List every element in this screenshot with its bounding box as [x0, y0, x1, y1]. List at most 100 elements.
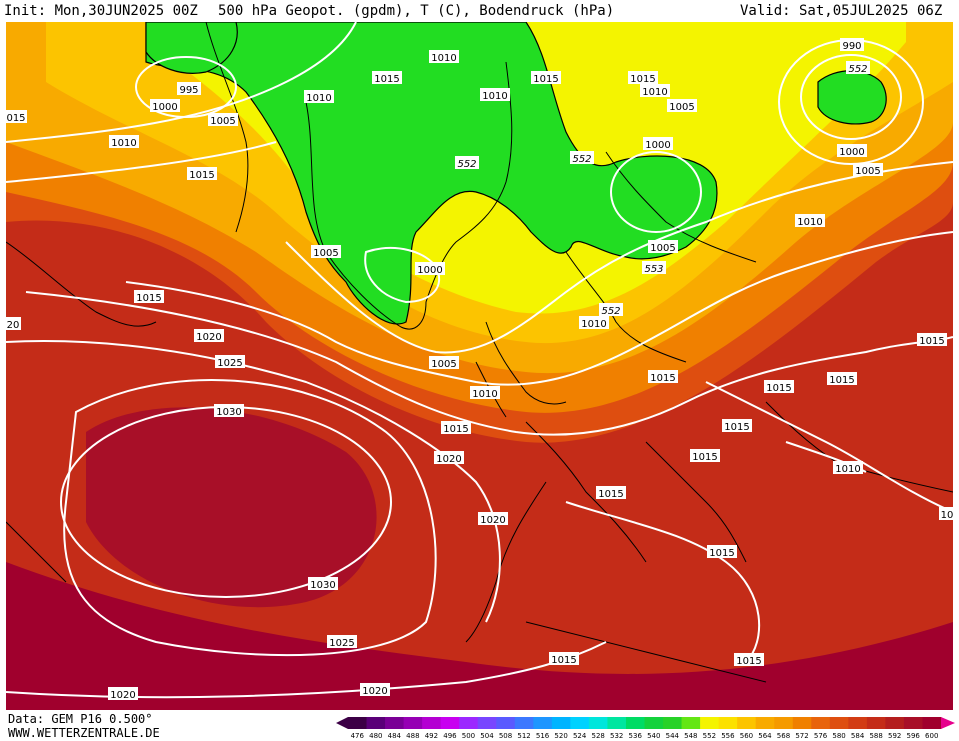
scale-label: 492 [425, 732, 438, 739]
map-footer: Data: GEM P16 0.500° WWW.WETTERZENTRALE.… [0, 710, 959, 741]
scale-swatch [829, 717, 849, 729]
pressure-label: 1015 [136, 293, 161, 304]
scale-label: 488 [406, 732, 419, 739]
pressure-label: 1025 [329, 638, 354, 649]
pressure-label: 1005 [650, 243, 675, 254]
scale-label: 592 [888, 732, 901, 739]
isobar-1025 [63, 379, 437, 657]
isobar-1005 [285, 161, 954, 354]
pressure-label: 015 [6, 113, 25, 124]
scale-label: 528 [591, 732, 604, 739]
scale-arrow-right [941, 717, 955, 729]
pressure-label: 1015 [551, 655, 576, 666]
scale-swatch [348, 717, 368, 729]
pressure-label: 1015 [692, 452, 717, 463]
pressure-label: 1005 [431, 359, 456, 370]
isobar-1020-north [5, 340, 501, 623]
pressure-label: 1015 [709, 548, 734, 559]
scale-label: 512 [517, 732, 530, 739]
scale-swatch [700, 717, 720, 729]
pressure-label: 1010 [642, 87, 667, 98]
scale-label: 544 [666, 732, 680, 739]
color-scale-labels: 476 480 484 488 492 496 500 504 508 512 516 520 524 5… [351, 732, 939, 739]
website-label: WWW.WETTERZENTRALE.DE [8, 726, 160, 740]
scale-swatch [403, 717, 423, 729]
weather-map: 1010 1015 1010 1015 1010 990 552 995 100… [5, 21, 955, 710]
pressure-label: 1015 [829, 375, 854, 386]
scale-swatch [885, 717, 905, 729]
scale-label: 576 [814, 732, 828, 739]
isobar-1000-greenland [364, 246, 441, 304]
scale-swatch [644, 717, 664, 729]
scale-label: 596 [907, 732, 921, 739]
scale-swatch [811, 717, 831, 729]
pressure-label: 1000 [152, 102, 177, 113]
scale-label: 572 [795, 732, 808, 739]
scale-label: 540 [647, 732, 660, 739]
isobar-990-northeast [800, 54, 902, 140]
scale-label: 484 [388, 732, 402, 739]
pressure-label: 1015 [443, 424, 468, 435]
pressure-label: 10 [941, 510, 953, 521]
scale-label: 532 [610, 732, 623, 739]
pressure-label: 1015 [919, 336, 944, 347]
field-hp-core [86, 407, 377, 608]
scale-label: 556 [721, 732, 735, 739]
scale-swatch [774, 717, 794, 729]
pressure-label: 1010 [581, 319, 606, 330]
scale-swatch [588, 717, 608, 729]
scale-swatch [866, 717, 886, 729]
scale-swatch [440, 717, 460, 729]
geopotential-label: 552 [848, 64, 867, 75]
scale-label: 516 [536, 732, 550, 739]
scale-swatch [792, 717, 812, 729]
scale-swatch [903, 717, 923, 729]
isobar-1015-mediterranean [565, 501, 761, 663]
scale-label: 568 [777, 732, 790, 739]
scale-label: 552 [703, 732, 716, 739]
scale-label: 548 [684, 732, 697, 739]
pressure-label: 20 [7, 320, 20, 331]
isobars [5, 21, 954, 699]
pressure-label: 1010 [482, 91, 507, 102]
scale-swatch [570, 717, 590, 729]
scale-swatch [663, 717, 683, 729]
scale-swatch [737, 717, 757, 729]
pressure-label: 1030 [216, 407, 241, 418]
pressure-label: 1010 [111, 138, 136, 149]
scale-swatch [477, 717, 497, 729]
scale-label: 500 [462, 732, 475, 739]
map-title: 500 hPa Geopot. (gpdm), T (C), Bodendruc… [218, 3, 615, 19]
pressure-label: 1005 [210, 116, 235, 127]
pressure-label: 1005 [669, 102, 694, 113]
scale-label: 584 [851, 732, 865, 739]
scale-label: 480 [369, 732, 382, 739]
isobar-1010 [125, 231, 954, 386]
pressure-label: 990 [842, 41, 861, 52]
pressure-label: 1010 [797, 217, 822, 228]
scale-label: 536 [629, 732, 643, 739]
scale-swatch [496, 717, 516, 729]
scale-label: 496 [443, 732, 457, 739]
geopotential-label: 552 [457, 159, 476, 170]
isobar-1015-central [25, 291, 954, 436]
pressure-label: 1020 [196, 332, 221, 343]
scale-swatch [551, 717, 571, 729]
scale-arrow-left [336, 717, 348, 729]
pressure-label: 1015 [736, 656, 761, 667]
scale-swatch [366, 717, 386, 729]
scale-label: 588 [869, 732, 882, 739]
scale-swatch [459, 717, 479, 729]
pressure-label: 1015 [189, 170, 214, 181]
scale-swatch [607, 717, 627, 729]
pressure-label: 1020 [110, 690, 135, 701]
scale-label: 580 [832, 732, 845, 739]
pressure-label: 1000 [839, 147, 864, 158]
field-darkest-south [6, 562, 953, 710]
scale-swatch [422, 717, 442, 729]
scale-swatch [718, 717, 738, 729]
pressure-label: 1000 [645, 140, 670, 151]
scale-swatch [681, 717, 701, 729]
scale-swatch [848, 717, 868, 729]
scale-label: 476 [351, 732, 365, 739]
